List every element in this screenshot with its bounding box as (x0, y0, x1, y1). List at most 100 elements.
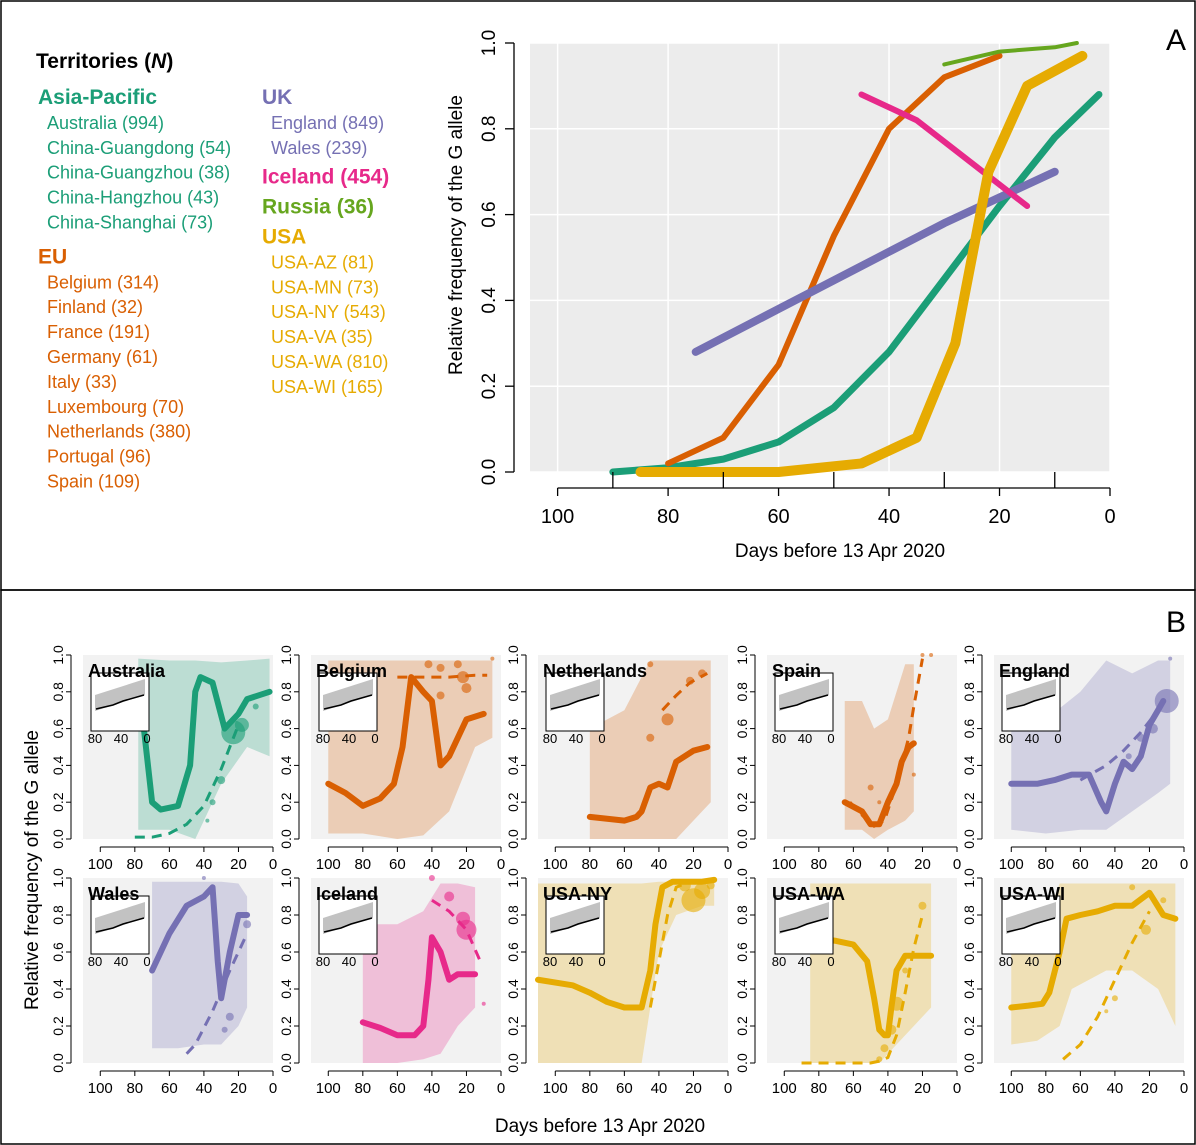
data-point (661, 713, 674, 726)
inset-line (1006, 917, 1056, 933)
inset-tick-label: 80 (316, 954, 330, 969)
data-point (1125, 753, 1132, 760)
inset-tick-label: 0 (143, 954, 150, 969)
data-point (243, 920, 252, 929)
panel-a-ylabel: Relative frequency of the G allele (446, 95, 467, 375)
x-tick-label: 0 (724, 1080, 732, 1097)
y-tick-label: 0.8 (50, 905, 66, 925)
series-line-5 (635, 50, 1088, 477)
inset-tick-label: 0 (827, 731, 834, 746)
inset-tick-label: 80 (88, 731, 102, 746)
inset-tick-label: 80 (772, 731, 786, 746)
inset-tick-label: 0 (143, 731, 150, 746)
x-tick-label: 20 (1141, 856, 1158, 873)
data-point (920, 653, 925, 657)
y-tick-label: 0.0 (961, 829, 977, 849)
panel-b-border (0, 589, 1196, 1145)
main-line (586, 744, 711, 824)
y-tick-label: 0.6 (505, 719, 521, 739)
y-tick-label: 0.8 (505, 905, 521, 925)
x-tick-label: 40 (651, 1080, 668, 1097)
y-tick-label: 0.0 (505, 829, 521, 849)
x-tick-label: 20 (914, 856, 931, 873)
data-point (424, 660, 433, 669)
series-line-4 (942, 41, 1079, 67)
y-tick-label: 0.2 (50, 792, 66, 812)
data-point (1141, 924, 1151, 935)
y-tick-label: 0.8 (278, 682, 294, 702)
legend-item: England (849) (271, 113, 384, 133)
y-tick-label: 1.0 (479, 30, 500, 56)
data-point (490, 656, 495, 661)
y-tick-label: 0.0 (278, 1053, 294, 1073)
inset-tick-label: 40 (342, 954, 356, 969)
legend-item: Wales (239) (271, 138, 367, 158)
inset-line (550, 694, 600, 710)
subplot-title: Belgium (316, 661, 387, 681)
x-tick-label: 80 (1037, 1080, 1054, 1097)
x-tick-label: 40 (878, 506, 900, 528)
subplot-usa-wi: 80 40 0 USA-WI 0.0 0.2 0.4 0.6 0.8 1.0 100 80 60 40 20… (961, 868, 1188, 1097)
x-tick-label: 60 (1072, 1080, 1089, 1097)
x-tick-label: 60 (161, 856, 178, 873)
y-tick-label: 0.4 (961, 755, 977, 775)
dashed-line (185, 932, 249, 1055)
y-tick-label: 0.4 (50, 755, 66, 775)
inset-band (1006, 902, 1056, 934)
legend-group-0: Asia-Pacific (38, 86, 157, 109)
inset-tick-label: 0 (598, 954, 605, 969)
inset-tick-label: 0 (827, 954, 834, 969)
confidence-band (1011, 660, 1171, 834)
inset-line (1006, 694, 1056, 710)
legend-group-5: USA (262, 226, 306, 249)
data-point (453, 660, 462, 669)
data-point (221, 1026, 228, 1033)
x-tick-label: 40 (651, 856, 668, 873)
x-tick-label: 80 (126, 1080, 143, 1097)
subplot-title: Iceland (316, 884, 378, 904)
legend-item: USA-WA (810) (271, 352, 388, 372)
y-tick-label: 0.6 (479, 201, 500, 227)
inset-tick-label: 80 (543, 954, 557, 969)
y-tick-label: 0.2 (50, 1016, 66, 1036)
main-line (359, 934, 479, 1039)
x-tick-label: 80 (810, 1080, 827, 1097)
inset-tick-label: 0 (1054, 954, 1061, 969)
inset-tick-label: 80 (772, 954, 786, 969)
legend-item: Finland (32) (47, 297, 143, 317)
x-tick-label: 80 (581, 856, 598, 873)
x-tick-label: 20 (230, 1080, 247, 1097)
x-tick-label: 100 (999, 1080, 1024, 1097)
data-point (918, 901, 927, 910)
y-tick-label: 0.4 (961, 979, 977, 999)
inset-tick-label: 40 (114, 954, 128, 969)
legend-item: Italy (33) (47, 372, 117, 392)
x-tick-label: 80 (810, 856, 827, 873)
inset-tick-label: 0 (371, 731, 378, 746)
x-tick-label: 40 (880, 1080, 897, 1097)
x-tick-label: 20 (988, 506, 1010, 528)
x-tick-label: 20 (458, 1080, 475, 1097)
y-tick-label: 0.6 (278, 942, 294, 962)
confidence-band (152, 881, 248, 1049)
panel-b-plots: 80 40 0 Australia 0.0 0.2 0.4 0.6 0.8 1.0 100 80 60 4… (50, 645, 1188, 1097)
confidence-band (362, 883, 476, 1063)
x-tick-label: 40 (880, 856, 897, 873)
y-tick-label: 0.6 (961, 719, 977, 739)
panel-b-label: B (1166, 606, 1186, 639)
y-tick-label: 0.0 (734, 1053, 750, 1073)
data-point (461, 683, 472, 694)
subplot-spain: 80 40 0 Spain 0.0 0.2 0.4 0.6 0.8 1.0 100 80 60 40 20 0 (734, 645, 961, 873)
y-tick-label: 0.8 (505, 682, 521, 702)
legend-item: China-Shanghai (73) (47, 213, 213, 233)
x-tick-label: 20 (685, 1080, 702, 1097)
y-tick-label: 0.0 (50, 1053, 66, 1073)
inset-tick-label: 0 (371, 954, 378, 969)
x-tick-label: 60 (389, 856, 406, 873)
y-tick-label: 0.6 (50, 719, 66, 739)
x-tick-label: 100 (543, 856, 568, 873)
subplot-title: England (999, 661, 1070, 681)
x-tick-label: 80 (126, 856, 143, 873)
x-tick-label: 60 (616, 856, 633, 873)
